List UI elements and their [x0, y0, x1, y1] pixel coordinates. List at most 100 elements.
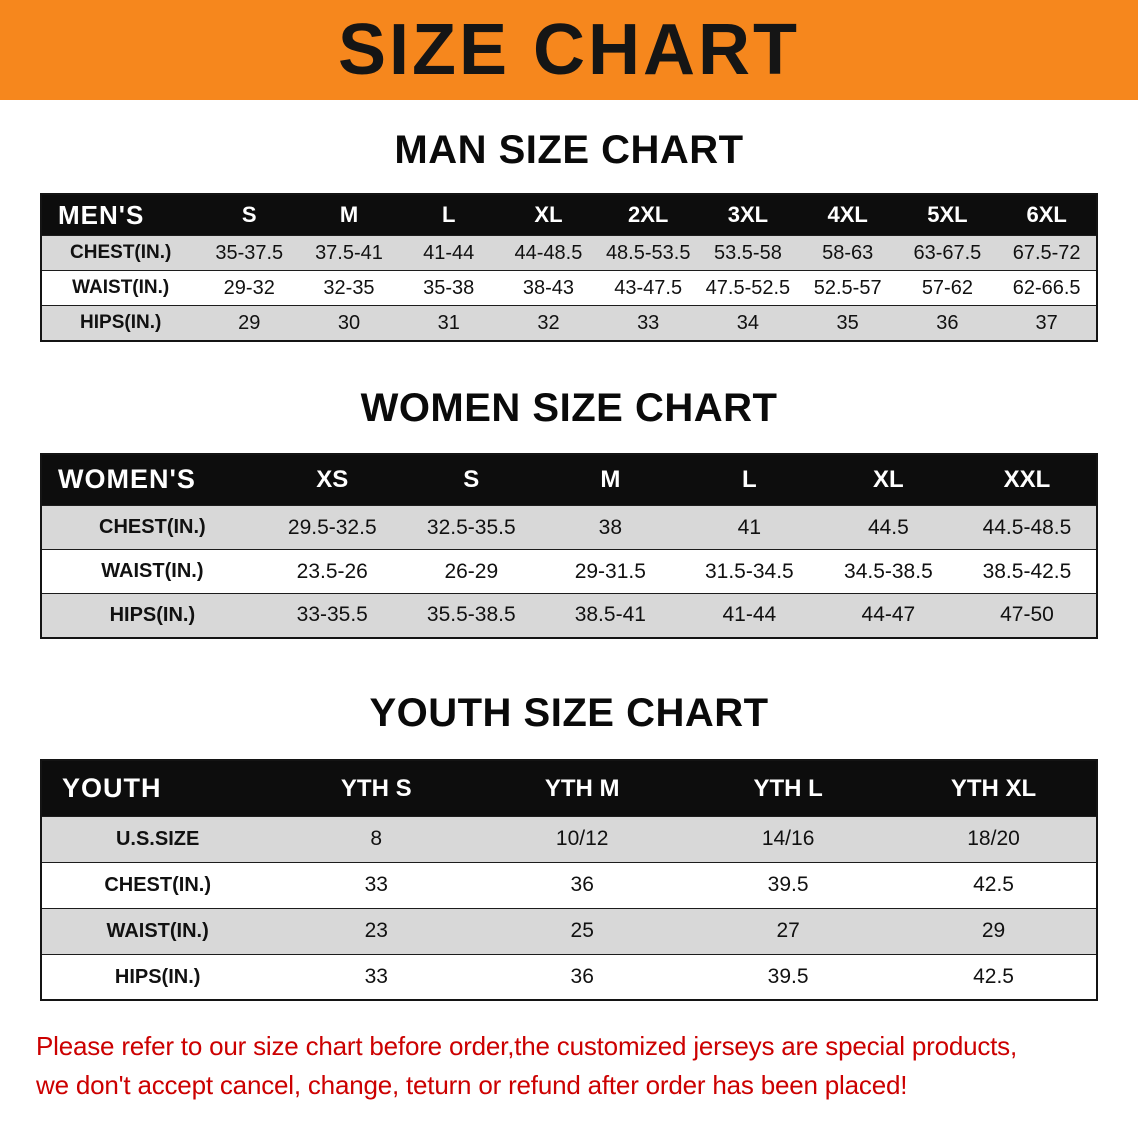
size-value: 41-44	[722, 603, 777, 627]
size-value: 53.5-58	[714, 241, 782, 264]
youth-row-0: U.S.SIZE 8 10/12 14/16 18/20	[41, 816, 1097, 863]
row-label: WAIST(IN.)	[101, 560, 204, 583]
size-value: 18/20	[967, 827, 1020, 851]
size-value: 47-50	[1000, 603, 1054, 627]
size-value: 47.5-52.5	[705, 276, 791, 299]
size-value: 44.5	[867, 515, 909, 539]
men-size-section: MAN SIZE CHART MEN'S S M L XL 2XL 3XL 4XL 5XL 6XL…	[0, 128, 1138, 342]
women-row-2: HIPS(IN.) 33-35.5 35.5-38.5 38.5-41 41-44 44-…	[41, 593, 1097, 638]
size-value: 35.5-38.5	[426, 603, 516, 627]
size-value: 27	[776, 919, 800, 943]
size-value: 37.5-41	[315, 241, 383, 264]
size-value: 29-32	[223, 276, 275, 299]
size-value: 8	[370, 827, 383, 851]
size-value: 34.5-38.5	[844, 559, 933, 583]
size-value: 29.5-32.5	[287, 515, 377, 539]
size-value: 37	[1035, 311, 1058, 334]
row-label: CHEST(IN.)	[99, 516, 206, 539]
women-size-header: M	[540, 453, 680, 506]
size-value: 44.5-48.5	[982, 515, 1072, 539]
size-value: 31	[437, 311, 460, 334]
row-label: CHEST(IN.)	[70, 242, 172, 264]
size-value: 36	[570, 965, 594, 989]
men-size-header: 5XL	[897, 193, 998, 236]
row-label: HIPS(IN.)	[114, 965, 201, 988]
men-row-2: HIPS(IN.) 29 30 31 32 33 34 35 36 37	[41, 305, 1097, 341]
size-value: 35	[836, 311, 859, 334]
size-value: 25	[570, 919, 594, 943]
row-label: WAIST(IN.)	[72, 277, 170, 299]
row-label: U.S.SIZE	[115, 827, 200, 850]
youth-header-row: YOUTH YTH S YTH M YTH L YTH XL	[41, 760, 1097, 817]
women-header-row: WOMEN'S XS S M L XL XXL	[41, 453, 1097, 506]
size-value: 38.5-41	[574, 603, 646, 627]
size-value: 29	[981, 919, 1006, 943]
men-size-table: MEN'S S M L XL 2XL 3XL 4XL 5XL 6XL CHEST(IN.) 35-37…	[40, 192, 1098, 342]
size-value: 33	[637, 311, 660, 334]
size-value: 42.5	[973, 873, 1014, 897]
men-size-header: 6XL	[997, 193, 1097, 236]
size-value: 38.5-42.5	[982, 559, 1072, 583]
men-size-header: M	[299, 193, 399, 236]
size-chart-banner: SIZE CHART	[0, 0, 1138, 100]
youth-row-2: WAIST(IN.) 23 25 27 29	[41, 908, 1097, 955]
men-header-row: MEN'S S M L XL 2XL 3XL 4XL 5XL 6XL	[41, 193, 1097, 236]
size-value: 32.5-35.5	[426, 515, 516, 539]
size-value: 39.5	[767, 965, 809, 989]
size-value: 57-62	[921, 276, 973, 299]
women-size-header: XL	[818, 453, 958, 506]
men-section-heading: MAN SIZE CHART	[394, 128, 744, 172]
size-value: 67.5-72	[1012, 241, 1081, 264]
men-table-title: MEN'S	[41, 193, 200, 236]
size-value: 23	[364, 919, 388, 943]
size-value: 31.5-34.5	[704, 559, 794, 583]
men-size-header: 2XL	[598, 193, 699, 236]
row-label: CHEST(IN.)	[104, 873, 211, 896]
size-value: 26-29	[444, 559, 499, 583]
women-row-0: CHEST(IN.) 29.5-32.5 32.5-35.5 38 41 44.5 44.5…	[41, 505, 1097, 550]
disclaimer-line-1: Please refer to our size chart before or…	[36, 1031, 1018, 1062]
size-value: 42.5	[973, 965, 1014, 989]
youth-table-title: YOUTH	[41, 760, 274, 817]
size-value: 48.5-53.5	[605, 241, 691, 264]
size-value: 29	[238, 311, 261, 334]
size-chart-page: SIZE CHART MAN SIZE CHART MEN'S S M L XL 2XL 3…	[0, 0, 1138, 1105]
women-size-header: L	[679, 453, 819, 506]
youth-size-header: YTH L	[685, 760, 892, 817]
size-value: 38	[598, 515, 622, 539]
size-value: 33	[364, 873, 388, 897]
men-size-header: S	[199, 193, 300, 236]
size-value: 41	[737, 515, 762, 539]
disclaimer: Please refer to our size chart before or…	[36, 1027, 1102, 1105]
disclaimer-line-2: we don't accept cancel, change, teturn o…	[36, 1070, 908, 1101]
row-label: WAIST(IN.)	[106, 919, 209, 942]
women-row-1: WAIST(IN.) 23.5-26 26-29 29-31.5 31.5-34.5 34…	[41, 549, 1097, 594]
size-value: 29-31.5	[574, 559, 646, 583]
size-value: 33-35.5	[296, 603, 368, 627]
size-value: 44-48.5	[514, 241, 583, 264]
size-value: 35-38	[423, 276, 475, 299]
size-value: 32-35	[323, 276, 375, 299]
size-value: 44-47	[861, 603, 916, 627]
women-size-header: XXL	[957, 453, 1097, 506]
women-size-section: WOMEN SIZE CHART WOMEN'S XS S M L XL XXL CHEST(…	[0, 386, 1138, 639]
size-value: 35-37.5	[215, 241, 284, 264]
size-value: 30	[337, 311, 361, 334]
size-value: 33	[364, 965, 388, 989]
men-row-0: CHEST(IN.) 35-37.5 37.5-41 41-44 44-48.5 48.5…	[41, 235, 1097, 271]
size-value: 63-67.5	[913, 241, 982, 264]
size-value: 36	[570, 873, 594, 897]
youth-section-heading: YOUTH SIZE CHART	[369, 690, 769, 735]
men-row-1: WAIST(IN.) 29-32 32-35 35-38 38-43 43-47.5 47.…	[41, 270, 1097, 306]
men-size-header: 4XL	[797, 193, 898, 236]
youth-size-table: YOUTH YTH S YTH M YTH L YTH XL U.S.SIZE 8 10/12…	[40, 759, 1098, 1002]
size-value: 52.5-57	[813, 276, 882, 299]
youth-size-header: YTH M	[479, 760, 686, 817]
size-value: 43-47.5	[614, 276, 683, 299]
women-table-title: WOMEN'S	[41, 453, 263, 506]
row-label: HIPS(IN.)	[109, 603, 196, 626]
youth-size-section: YOUTH SIZE CHART YOUTH YTH S YTH M YTH L YTH…	[0, 691, 1138, 1002]
size-value: 23.5-26	[296, 559, 368, 583]
youth-size-header: YTH XL	[891, 760, 1097, 817]
youth-row-1: CHEST(IN.) 33 36 39.5 42.5	[41, 862, 1097, 909]
